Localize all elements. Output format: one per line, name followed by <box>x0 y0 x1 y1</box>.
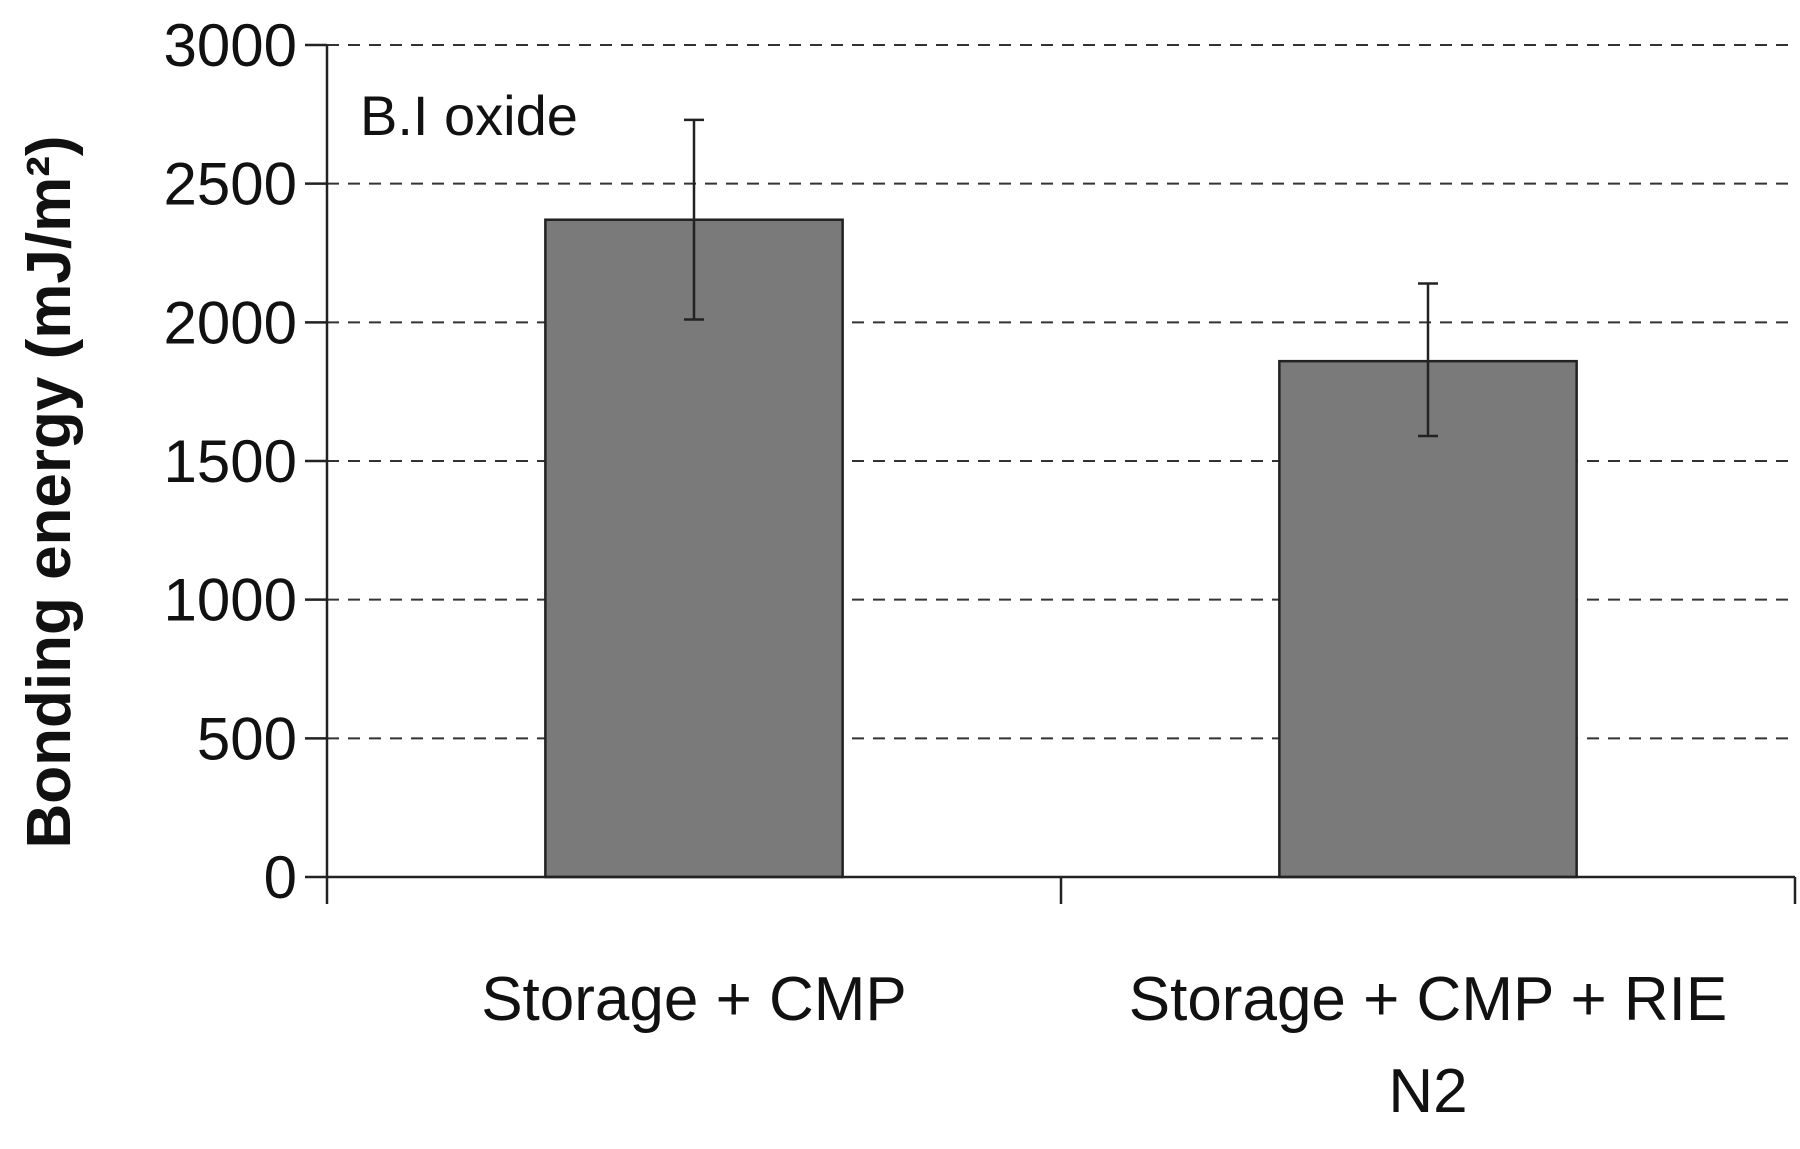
x-category-label: Storage + CMP <box>481 965 907 1034</box>
y-tick-labels: 0 500 1000 1500 2000 2500 3000 <box>164 12 297 911</box>
bar <box>1278 359 1578 879</box>
y-tick-label: 1000 <box>164 567 297 634</box>
x-category-label: Storage + CMP + RIE <box>1129 965 1727 1034</box>
y-tick-label: 500 <box>197 705 297 772</box>
y-tick-label: 0 <box>264 844 297 911</box>
y-tick-label: 2500 <box>164 151 297 218</box>
x-category-label: N2 <box>1388 1057 1467 1126</box>
error-bars <box>684 118 1438 438</box>
chart-annotation: B.I oxide <box>360 84 578 147</box>
y-axis-label: Bonding energy (mJ/m²) <box>15 135 84 848</box>
y-tick-label: 2000 <box>164 289 297 356</box>
bar <box>544 218 844 879</box>
bars <box>544 218 1578 879</box>
x-category-labels: Storage + CMP Storage + CMP + RIE N2 <box>481 965 1727 1126</box>
axes <box>305 43 1797 904</box>
y-tick-label: 3000 <box>164 12 297 79</box>
y-tick-label: 1500 <box>164 428 297 495</box>
